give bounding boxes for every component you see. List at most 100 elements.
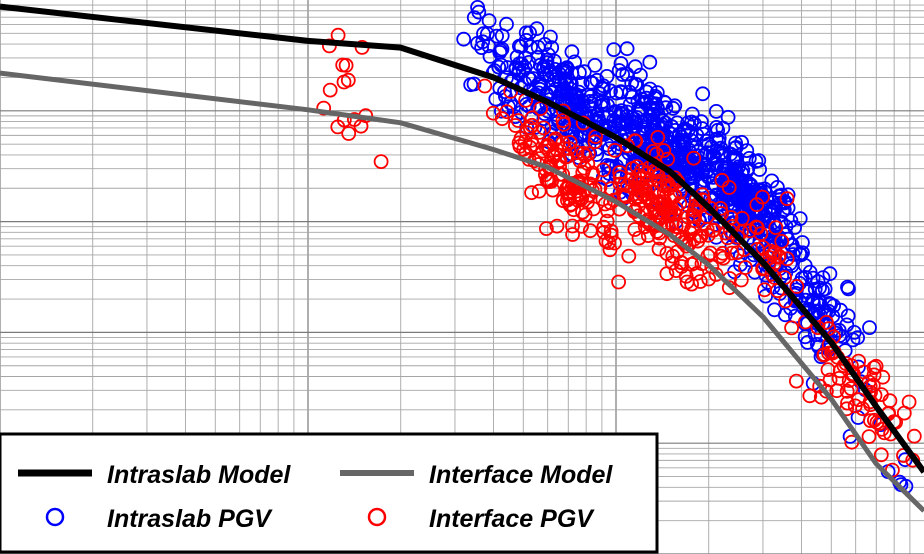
intraslab-model-line [0, 3, 924, 474]
intraslab-pgv-point [489, 28, 505, 44]
interface-pgv-point [565, 218, 580, 234]
intraslab-pgv-point [695, 86, 711, 102]
intraslab-pgv-point [537, 37, 553, 52]
intraslab-pgv-point [622, 84, 637, 100]
intraslab-pgv-point [705, 169, 721, 185]
interface-pgv-point [623, 172, 639, 188]
intraslab-pgv-point [559, 61, 574, 77]
intraslab-pgv-point [748, 153, 764, 169]
intraslab-pgv-point [676, 133, 692, 149]
interface-pgv-point [555, 167, 571, 182]
interface-pgv-point [730, 229, 745, 245]
intraslab-pgv-point [754, 204, 769, 220]
intraslab-pgv-point [615, 67, 630, 82]
intraslab-pgv-point [727, 140, 743, 156]
intraslab-pgv-point [667, 141, 683, 157]
interface-pgv-point [704, 259, 720, 275]
interface-pgv-point [316, 100, 332, 116]
interface-pgv-point [851, 353, 866, 369]
intraslab-pgv-point [606, 42, 622, 57]
intraslab-pgv-point [745, 188, 761, 204]
intraslab-pgv-point [677, 153, 693, 169]
intraslab-pgv-point [627, 59, 643, 75]
interface-pgv-point [867, 412, 882, 428]
interface-pgv-point [810, 320, 826, 336]
interface-pgv-point [721, 180, 737, 195]
intraslab-pgv-point [542, 67, 558, 82]
legend-label-intraslab-model: Intraslab Model [107, 461, 291, 489]
interface-pgv-point [508, 118, 523, 133]
interface-pgv-point [742, 223, 758, 239]
interface-pgv-point [875, 369, 891, 385]
intraslab-pgv-point [564, 44, 580, 60]
intraslab-pgv-point [518, 25, 534, 41]
intraslab-pgv-point [631, 102, 646, 118]
interface-pgv-point [631, 175, 647, 191]
intraslab-pgv-point [619, 112, 634, 128]
interface-pgv-point [868, 358, 884, 374]
interface-pgv-point [660, 151, 675, 167]
interface-pgv-point [596, 162, 611, 178]
interface-pgv-point [779, 251, 795, 267]
intraslab-pgv-point [479, 26, 495, 42]
interface-pgv-point [749, 197, 765, 213]
interface-pgv-point [596, 224, 612, 240]
intraslab-pgv-point [470, 35, 486, 51]
interface-pgv-point [477, 78, 493, 94]
intraslab-pgv-point [792, 275, 807, 291]
interface-pgv-point [716, 250, 731, 266]
interface-pgv-point [861, 429, 877, 445]
interface-pgv-point [603, 181, 619, 197]
intraslab-pgv-point [862, 320, 877, 336]
interface-pgv-point [612, 169, 628, 185]
interface-pgv-point [896, 405, 912, 421]
intraslab-pgv-point [493, 43, 508, 58]
interface-pgv-point [753, 226, 769, 242]
intraslab-pgv-point [657, 94, 672, 110]
interface-pgv-point [873, 447, 889, 463]
intraslab-pgv-point [669, 115, 685, 131]
intraslab-pgv-point [684, 106, 700, 122]
interface-pgv-point [839, 383, 855, 399]
interface-pgv-point [524, 132, 539, 148]
intraslab-pgv-point [602, 160, 618, 176]
intraslab-pgv-point [689, 127, 705, 143]
interface-pgv-point [789, 373, 804, 389]
interface-pgv-point [667, 170, 683, 186]
interface-pgv-point [322, 82, 338, 98]
intraslab-pgv-point [530, 50, 546, 65]
intraslab-pgv-point [530, 39, 546, 55]
interface-pgv-point [651, 241, 667, 257]
interface-pgv-point [340, 72, 356, 88]
interface-pgv-point [524, 185, 539, 201]
interface-model-line [0, 70, 924, 513]
intraslab-pgv-point [599, 157, 615, 173]
interface-pgv-point [373, 154, 389, 170]
intraslab-pgv-point [585, 75, 600, 91]
intraslab-pgv-point [553, 86, 568, 102]
interface-pgv-point [575, 145, 591, 161]
intraslab-pgv-point [642, 81, 658, 97]
intraslab-pgv-point [833, 302, 848, 318]
intraslab-pgv-point [787, 242, 803, 258]
interface-pgv-point [549, 142, 565, 158]
interface-pgv-point [686, 150, 702, 166]
intraslab-pgv-point [515, 63, 531, 78]
intraslab-pgv-point [767, 302, 782, 318]
intraslab-pgv-point [556, 65, 571, 81]
intraslab-pgv-point [841, 281, 856, 297]
interface-pgv-point [631, 208, 647, 224]
intraslab-pgv-point [613, 84, 629, 99]
intraslab-pgv-point [725, 165, 741, 181]
interface-pgv-point [499, 104, 515, 120]
interface-pgv-point [679, 238, 694, 254]
intraslab-pgv-point [822, 295, 837, 311]
interface-pgv-point [598, 233, 614, 249]
interface-pgv-point [524, 110, 540, 126]
interface-pgv-point [708, 267, 724, 282]
interface-pgv-point [784, 320, 799, 336]
interface-pgv-point [541, 172, 556, 188]
interface-pgv-point [672, 196, 688, 211]
interface-pgv-point [533, 101, 548, 116]
interface-pgv-point [668, 263, 684, 279]
